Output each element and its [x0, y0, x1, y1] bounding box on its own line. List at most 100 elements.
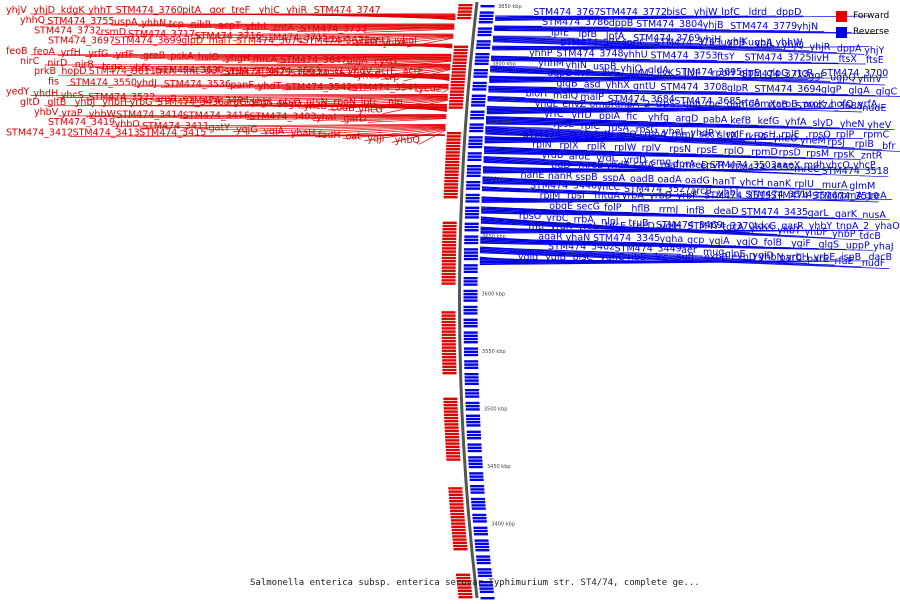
gene-label: yrbF [677, 191, 698, 202]
forward-feature [451, 519, 465, 521]
gene-label: rplB [855, 139, 874, 150]
reverse-feature [464, 267, 478, 269]
figure-caption: Salmonella enterica subsp. enterica sero… [250, 578, 670, 588]
reverse-feature [464, 341, 478, 343]
scale-label: 3650 kbp [482, 234, 506, 240]
reverse-feature [464, 248, 478, 250]
gene-label: yhaH [291, 128, 316, 139]
reverse-feature [468, 447, 482, 449]
forward-feature [445, 161, 459, 163]
gene-label: yhbQ [395, 135, 420, 146]
reverse-feature [464, 235, 478, 237]
reverse-feature [472, 98, 486, 100]
reverse-feature [464, 271, 478, 273]
reverse-feature [471, 104, 485, 106]
forward-feature [445, 442, 459, 444]
gene-label: trpS [656, 99, 676, 110]
gene-label: yqjG [236, 124, 258, 135]
gene-label: lpfC [721, 7, 740, 18]
gene-label: gph [683, 99, 701, 110]
reverse-feature [465, 210, 479, 212]
reverse-feature [464, 312, 478, 314]
scale-label: 3850 kbp [498, 4, 522, 10]
gene-label: yedZ [418, 84, 442, 95]
reverse-feature [466, 415, 480, 417]
gene-label: rpmD [751, 147, 778, 158]
scale-label: 3400 kbp [491, 522, 515, 528]
gene-label: rpsM [806, 149, 829, 160]
reverse-feature [469, 127, 483, 129]
gene-label: acrE [403, 66, 424, 77]
gene-label: glgC [876, 87, 898, 98]
forward-feature [454, 49, 468, 51]
gene-label: rpe [705, 99, 721, 110]
gene-label: yqhC [600, 252, 625, 263]
gene-label: STM474_3694 [754, 84, 821, 95]
gene-label: rpsQ [809, 129, 831, 140]
reverse-feature [467, 443, 481, 445]
forward-feature [442, 238, 456, 240]
gene-label: asd [584, 79, 601, 90]
gene-label: STM474_3725 [744, 52, 811, 63]
gene-label: rplW [614, 142, 637, 153]
forward-feature [454, 46, 468, 48]
forward-feature [449, 103, 463, 105]
gene-label: mrcA [253, 54, 278, 65]
gene-label: mscL [320, 66, 345, 77]
gene-label: rrmJ [659, 204, 679, 215]
gene-label: yqjO [736, 237, 758, 248]
gene-label: deaD [714, 206, 739, 217]
gene-label: hopD [61, 66, 86, 77]
forward-feature [442, 334, 456, 336]
forward-feature [446, 452, 460, 454]
reverse-feature [468, 146, 482, 148]
reverse-feature [481, 5, 495, 7]
forward-feature [442, 321, 456, 323]
reverse-feature [470, 485, 484, 487]
forward-feature [442, 327, 456, 329]
gene-label: secG [577, 202, 600, 213]
gene-label: hofQ [831, 99, 854, 110]
gene-label: yhhX [606, 80, 631, 91]
reverse-feature [464, 335, 478, 337]
gene-label: rpsD [779, 148, 801, 159]
reverse-feature [475, 543, 489, 545]
forward-feature [442, 346, 456, 348]
gene-label: treF [231, 5, 250, 16]
forward-feature [449, 494, 463, 496]
forward-feature [449, 100, 463, 102]
gene-label: yhjC [259, 5, 280, 16]
gene-label: yrbA [622, 191, 645, 202]
gene-label: STM474_3760 [116, 5, 183, 16]
gene-label: prlC [627, 38, 647, 49]
gene-label: rpoA [644, 129, 667, 140]
gene-label: STM474_3449 [615, 243, 682, 254]
gene-label: yqjA [263, 126, 284, 137]
forward-feature [445, 170, 459, 172]
gene-label: ugpA [748, 38, 773, 49]
gene-label: yrbG [130, 97, 153, 108]
forward-feature [445, 158, 459, 160]
forward-feature [442, 270, 456, 272]
reverse-feature [464, 290, 478, 292]
forward-feature [445, 167, 459, 169]
gene-label: STM474_3515 [704, 191, 771, 202]
gene-label: rplE [781, 129, 800, 140]
gene-label: ldrd [749, 7, 767, 18]
forward-feature [442, 276, 456, 278]
gene-label: STM474_3804 [636, 19, 703, 30]
gene-label: garR [781, 221, 804, 232]
gene-label: malT [209, 36, 233, 47]
forward-feature [448, 487, 462, 489]
reverse-feature [470, 479, 484, 481]
gene-label: STM474_3403 [249, 112, 316, 123]
gene-label: envZ [562, 99, 586, 110]
forward-feature [444, 183, 458, 185]
reverse-feature [466, 181, 480, 183]
gene-label: kefG [758, 116, 780, 127]
reverse-feature [467, 168, 481, 170]
reverse-feature [464, 322, 478, 324]
leader-line [443, 89, 449, 93]
reverse-feature [466, 405, 480, 407]
